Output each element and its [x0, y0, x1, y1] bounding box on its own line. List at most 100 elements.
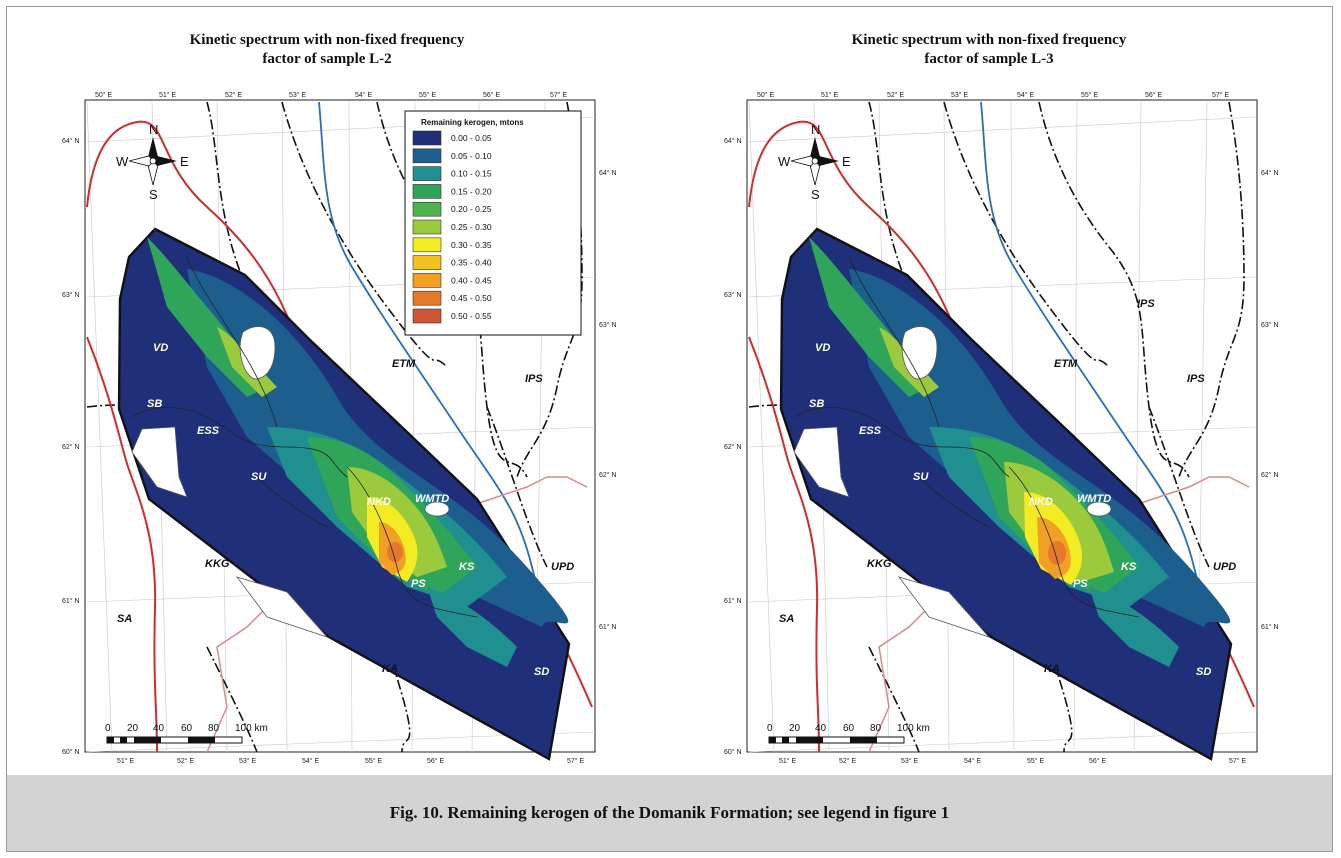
region-label-vd: VD — [815, 342, 830, 354]
zone-0.45 — [1048, 541, 1066, 565]
region-label-nkd: NKD — [367, 496, 391, 508]
lat-ticks-left: 64° N 63° N 62° N 61° N 60° N — [724, 137, 742, 756]
legend-swatch — [412, 219, 442, 235]
region-label-sd: SD — [1196, 666, 1211, 678]
tick-label: 55° E — [1027, 757, 1045, 765]
scale-bar: 0 20 40 60 80 100 km — [767, 723, 930, 744]
map-title-line-1: Kinetic spectrum with non-fixed frequenc… — [189, 32, 465, 48]
legend-item-label: 0.25 - 0.30 — [451, 222, 492, 232]
map-canvas: 50° E 51° E 52° E 53° E 54° E 55° E 56° … — [62, 91, 617, 765]
region-label-kkg: KKG — [867, 558, 892, 570]
region-label-ks: KS — [1121, 561, 1137, 573]
legend-swatch — [412, 290, 442, 306]
legend: Remaining kerogen, mtons 0.00 - 0.05 0.05… — [404, 110, 582, 336]
tick-label: 55° E — [365, 757, 383, 765]
tick-label: 51° E — [117, 757, 135, 765]
region-label-ess: ESS — [859, 425, 882, 437]
tick-label: 63° N — [599, 321, 617, 329]
lon-ticks-top: 50° E 51° E 52° E 53° E 54° E 55° E 56° … — [95, 91, 568, 99]
legend-swatch — [412, 255, 442, 270]
tick-label: 64° N — [724, 137, 742, 145]
tick-label: 53° E — [239, 757, 257, 765]
legend-swatch — [412, 130, 442, 146]
compass-w: W — [116, 154, 129, 169]
zone-south-teal — [1089, 587, 1179, 667]
compass-rose-icon: N S W E — [778, 122, 851, 202]
tick-label: 62° N — [599, 471, 617, 479]
scale-label: 40 — [153, 723, 165, 734]
region-label-kkg: KKG — [205, 558, 230, 570]
region-labels: VD SB ESS SU NKD WMTD KS PS SD KA KKG SA… — [779, 298, 1236, 678]
red-boundary-line-west — [748, 336, 820, 753]
region-label-sd: SD — [534, 666, 549, 678]
kerogen-heatmap — [117, 227, 571, 761]
hatched-area — [424, 501, 450, 517]
scale-label: 40 — [815, 723, 827, 734]
map-canvas: 50° E 51° E 52° E 53° E 54° E 55° E 56° … — [724, 91, 1279, 765]
lat-ticks-right: 64° N 63° N 62° N 61° N — [1261, 169, 1279, 631]
compass-s: S — [811, 187, 820, 202]
tick-label: 60° N — [62, 748, 80, 756]
legend-item-label: 0.35 - 0.40 — [451, 258, 492, 268]
internal-boundary — [1008, 466, 1140, 618]
region-label-upd: UPD — [551, 561, 574, 573]
zone-south-teal — [427, 587, 517, 667]
scale-label: 0 — [767, 723, 773, 734]
tick-label: 57° E — [550, 91, 568, 99]
region-labels: VD SB ESS SU NKD WMTD KS PS SD KA KKG SA… — [117, 342, 574, 678]
tick-label: 53° E — [901, 757, 919, 765]
compass-w: W — [778, 154, 791, 169]
legend-swatch — [412, 166, 442, 181]
region-label-ps: PS — [1073, 578, 1088, 590]
region-label-etm: ETM — [392, 358, 416, 370]
tick-label: 64° N — [599, 169, 617, 177]
map-panel-l2: Kinetic spectrum with non-fixed frequenc… — [7, 7, 667, 777]
legend-swatch — [412, 184, 442, 199]
legend-item-label: 0.30 - 0.35 — [451, 240, 492, 250]
internal-boundary — [131, 407, 348, 478]
tick-label: 51° E — [821, 91, 839, 99]
internal-boundary — [186, 256, 278, 428]
region-label-ps: PS — [411, 578, 426, 590]
tick-label: 63° N — [1261, 321, 1279, 329]
tick-label: 54° E — [355, 91, 373, 99]
lon-ticks-bottom: 51° E 52° E 53° E 54° E 55° E 56° E 57° … — [779, 757, 1247, 765]
tick-label: 57° E — [1212, 91, 1230, 99]
region-label-sa: SA — [117, 613, 132, 625]
tick-label: 52° E — [887, 91, 905, 99]
hatched-area — [897, 576, 991, 638]
scale-label: 60 — [181, 723, 193, 734]
legend-swatch — [412, 148, 442, 164]
lon-ticks-top: 50° E 51° E 52° E 53° E 54° E 55° E 56° … — [757, 91, 1230, 99]
tick-label: 61° N — [599, 623, 617, 631]
hatched-area — [239, 326, 276, 380]
compass-e: E — [842, 154, 851, 169]
internal-boundary — [848, 256, 940, 428]
region-label-ips: IPS — [525, 373, 543, 385]
tick-label: 54° E — [964, 757, 982, 765]
tick-label: 56° E — [1145, 91, 1163, 99]
tick-label: 63° N — [62, 291, 80, 299]
region-label-vd: VD — [153, 342, 168, 354]
region-label-upd: UPD — [1213, 561, 1236, 573]
hatched-area — [901, 326, 938, 380]
internal-boundary — [256, 476, 328, 528]
figure-frame: Kinetic spectrum with non-fixed frequenc… — [6, 6, 1333, 852]
legend-item-label: 0.10 - 0.15 — [451, 169, 492, 179]
map-title: Kinetic spectrum with non-fixed frequenc… — [729, 31, 1249, 69]
legend-item-label: 0.20 - 0.25 — [451, 204, 492, 214]
legend-item-label: 0.15 - 0.20 — [451, 186, 492, 196]
region-label-sa: SA — [779, 613, 794, 625]
legend-item-label: 0.40 - 0.45 — [451, 275, 492, 285]
legend-swatch — [412, 201, 442, 217]
region-label-sb: SB — [147, 398, 162, 410]
region-label-nkd: NKD — [1029, 496, 1053, 508]
tick-label: 54° E — [302, 757, 320, 765]
tick-label: 61° N — [62, 597, 80, 605]
tick-label: 61° N — [724, 597, 742, 605]
hatched-area — [793, 426, 850, 498]
compass-s: S — [149, 187, 158, 202]
red-boundary-line-west — [86, 336, 158, 753]
tick-label: 64° N — [1261, 169, 1279, 177]
tick-label: 52° E — [839, 757, 857, 765]
